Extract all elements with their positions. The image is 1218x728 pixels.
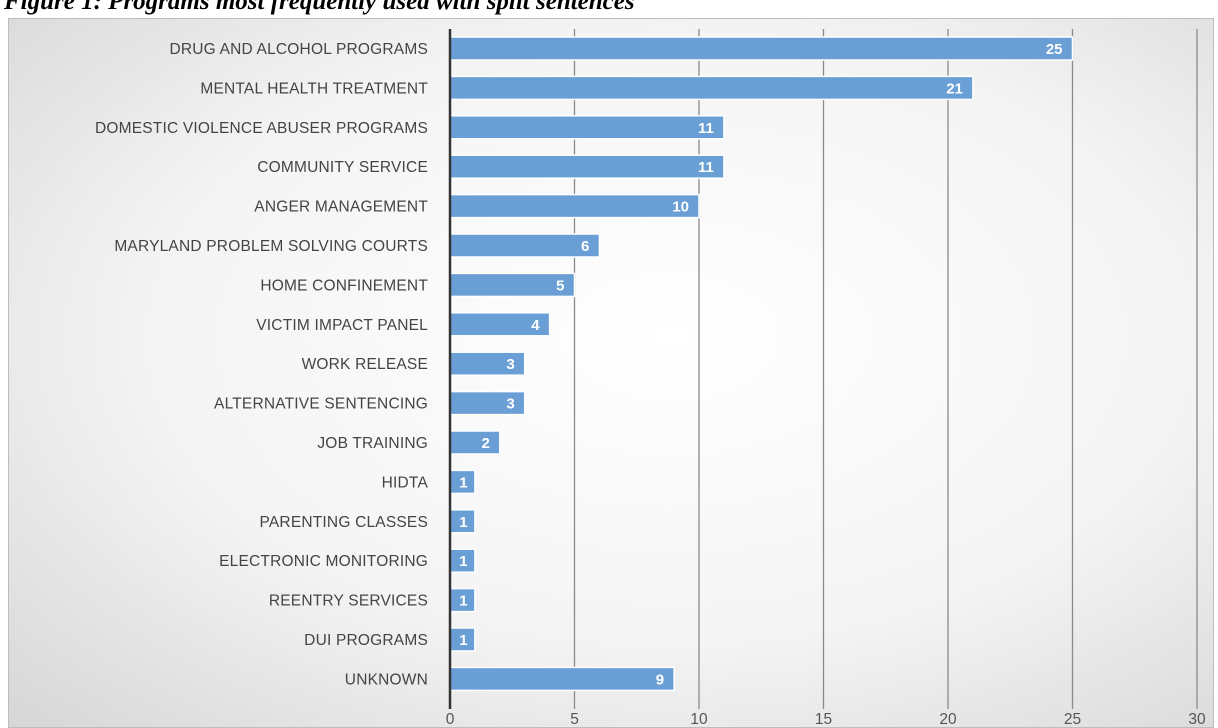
- category-label: VICTIM IMPACT PANEL: [256, 317, 428, 334]
- chart-area: 0 5 10 15 20 25 30 DRUG AND ALCOHOL PROGRAMS 25 M…: [8, 18, 1214, 728]
- data-label: 21: [946, 80, 963, 97]
- category-label: COMMUNITY SERVICE: [257, 159, 428, 176]
- bar: [449, 36, 1074, 61]
- data-label: 3: [506, 356, 514, 373]
- data-label: 11: [698, 159, 714, 176]
- data-label: 4: [531, 317, 540, 334]
- x-tick-label: 5: [570, 711, 579, 728]
- x-tick-label: 15: [815, 711, 832, 728]
- category-label: MARYLAND PROBLEM SOLVING COURTS: [114, 238, 428, 255]
- category-label: HIDTA: [382, 474, 429, 491]
- category-label: ELECTRONIC MONITORING: [219, 553, 428, 570]
- data-label: 1: [459, 632, 467, 649]
- data-label: 1: [459, 593, 467, 610]
- data-label: 2: [481, 435, 489, 452]
- data-label: 1: [459, 514, 467, 531]
- category-label: HOME CONFINEMENT: [260, 277, 428, 294]
- x-tick-label: 20: [939, 711, 957, 728]
- data-label: 3: [506, 396, 514, 413]
- bar: [449, 75, 974, 101]
- data-label: 25: [1046, 41, 1063, 58]
- category-label: DOMESTIC VIOLENCE ABUSER PROGRAMS: [95, 120, 428, 137]
- category-label: JOB TRAINING: [317, 435, 428, 452]
- data-label: 1: [459, 553, 467, 570]
- x-tick-label: 30: [1188, 711, 1206, 728]
- bar: [449, 666, 675, 692]
- data-label: 11: [698, 120, 714, 137]
- data-label: 6: [581, 238, 589, 255]
- data-label: 9: [656, 671, 664, 688]
- x-tick-label: 25: [1064, 711, 1081, 728]
- category-label: DRUG AND ALCOHOL PROGRAMS: [169, 41, 428, 58]
- category-label: WORK RELEASE: [302, 356, 428, 373]
- data-label: 1: [459, 474, 467, 491]
- category-label: MENTAL HEALTH TREATMENT: [200, 80, 428, 97]
- data-label: 5: [556, 277, 564, 294]
- bar: [449, 115, 725, 140]
- category-label: UNKNOWN: [345, 671, 428, 688]
- figure-title: Figure 1: Programs most frequently used …: [4, 0, 635, 15]
- category-label: ANGER MANAGEMENT: [254, 199, 428, 216]
- bar: [449, 193, 700, 219]
- category-label: PARENTING CLASSES: [260, 514, 429, 531]
- category-label: ALTERNATIVE SENTENCING: [214, 396, 428, 413]
- data-label: 10: [672, 199, 689, 216]
- bar: [449, 233, 601, 258]
- category-label: DUI PROGRAMS: [304, 632, 428, 649]
- bar: [449, 154, 725, 179]
- x-tick-label: 10: [690, 711, 708, 728]
- x-tick-label: 0: [446, 711, 455, 728]
- category-label: REENTRY SERVICES: [269, 593, 428, 610]
- bar: [449, 430, 501, 455]
